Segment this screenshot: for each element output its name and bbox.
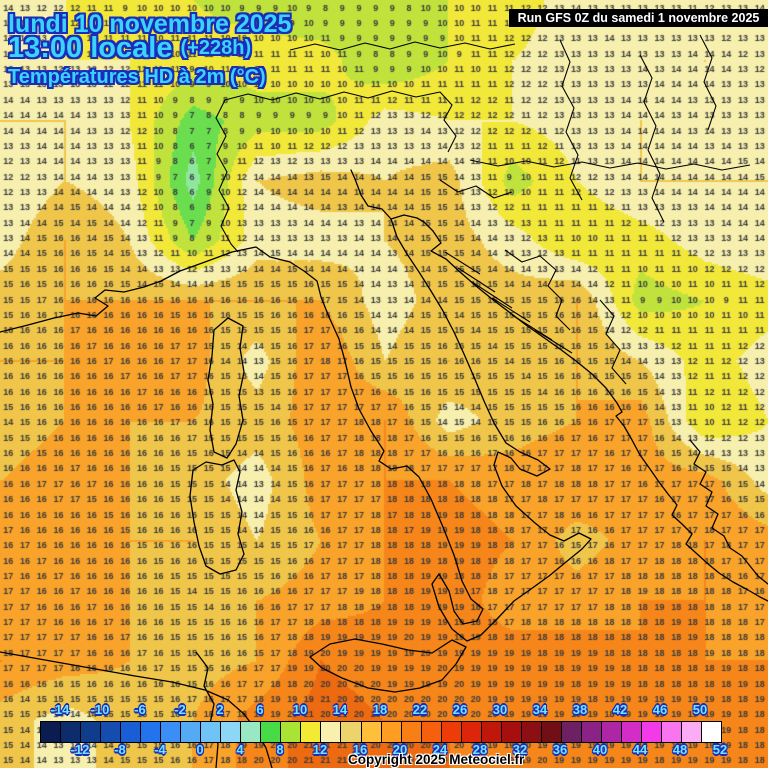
colorbar-segment (121, 722, 142, 742)
colorbar-tick-label: -8 (114, 742, 126, 757)
colorbar-segment (221, 722, 242, 742)
colorbar-segment (281, 722, 302, 742)
colorbar-segment (641, 722, 662, 742)
colorbar-tick-label: 20 (392, 742, 408, 757)
colorbar-segment (321, 722, 342, 742)
colorbar-segment (481, 722, 502, 742)
colorbar-segment (141, 722, 162, 742)
colorbar-tick-label: -6 (134, 702, 146, 717)
colorbar-segment (521, 722, 542, 742)
colorbar-tick-label: 32 (512, 742, 528, 757)
colorbar-tick-label: 42 (612, 702, 628, 717)
colorbar-tick-label: -12 (70, 742, 90, 757)
colorbar-segment (81, 722, 102, 742)
colorbar-tick-label: -4 (154, 742, 166, 757)
colorbar-segment (241, 722, 262, 742)
colorbar-tick-label: 8 (276, 742, 284, 757)
model-run-box: Run GFS 0Z du samedi 1 novembre 2025 (509, 9, 768, 27)
colorbar-tick-label: 12 (312, 742, 328, 757)
colorbar-tick-label: 34 (532, 702, 548, 717)
colorbar-tick-label: 18 (372, 702, 388, 717)
temperature-colorbar (40, 721, 722, 743)
colorbar-segment (341, 722, 362, 742)
colorbar-tick-label: 4 (236, 742, 244, 757)
colorbar-segment (361, 722, 382, 742)
colorbar-segment (401, 722, 422, 742)
colorbar-segment (661, 722, 682, 742)
colorbar-segment (381, 722, 402, 742)
map-variable-label: Températures HD à 2m (°C) (8, 66, 266, 88)
colorbar-tick-label: 38 (572, 702, 588, 717)
map-time-label: 13:00 locale (+228h) (8, 32, 251, 65)
colorbar-segment (702, 722, 722, 742)
colorbar-tick-label: -10 (90, 702, 110, 717)
colorbar-segment (561, 722, 582, 742)
copyright-label: Copyright 2025 Meteociel.fr (348, 752, 525, 767)
colorbar-tick-label: -2 (174, 702, 186, 717)
colorbar-tick-label: 16 (352, 742, 368, 757)
colorbar-segment (501, 722, 522, 742)
colorbar-segment (541, 722, 562, 742)
colorbar-segment (201, 722, 222, 742)
colorbar-segment (161, 722, 182, 742)
colorbar-segment (301, 722, 322, 742)
colorbar-tick-label: 52 (712, 742, 728, 757)
colorbar-tick-label: 24 (432, 742, 448, 757)
colorbar-segment (261, 722, 282, 742)
colorbar-tick-label: -14 (50, 702, 70, 717)
colorbar-segment (41, 722, 62, 742)
colorbar-tick-label: 36 (552, 742, 568, 757)
colorbar-segment (101, 722, 122, 742)
colorbar-segment (461, 722, 482, 742)
colorbar-tick-label: 10 (292, 702, 308, 717)
colorbar-segment (601, 722, 622, 742)
colorbar-tick-label: 22 (412, 702, 428, 717)
colorbar-tick-label: 0 (196, 742, 204, 757)
colorbar-tick-label: 26 (452, 702, 468, 717)
colorbar-tick-label: 48 (672, 742, 688, 757)
map-date-label: lundi 10 novembre 2025 (8, 10, 292, 38)
local-time-text: 13:00 locale (8, 32, 173, 64)
colorbar-segment (682, 722, 703, 742)
colorbar-segment (581, 722, 602, 742)
colorbar-tick-label: 30 (492, 702, 508, 717)
colorbar-tick-label: 14 (332, 702, 348, 717)
colorbar-segment (181, 722, 202, 742)
colorbar-tick-label: 40 (592, 742, 608, 757)
colorbar-tick-label: 44 (632, 742, 648, 757)
forecast-offset-badge: (+228h) (180, 37, 252, 59)
colorbar-tick-label: 50 (692, 702, 708, 717)
colorbar-tick-label: 28 (472, 742, 488, 757)
colorbar-segment (421, 722, 442, 742)
colorbar-segment (61, 722, 82, 742)
colorbar-segment (441, 722, 462, 742)
colorbar-tick-label: 46 (652, 702, 668, 717)
colorbar-tick-label: 2 (216, 702, 224, 717)
colorbar-tick-label: 6 (256, 702, 264, 717)
colorbar-segment (621, 722, 642, 742)
